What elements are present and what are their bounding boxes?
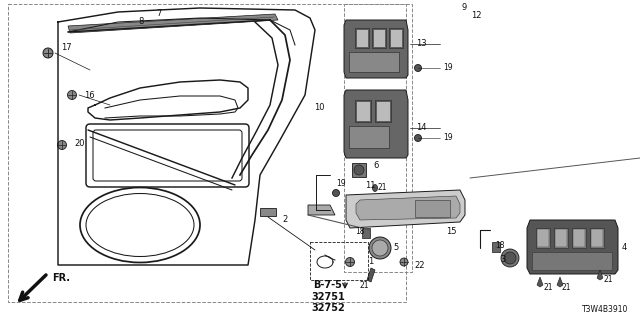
- Bar: [260, 208, 276, 216]
- Text: 19: 19: [336, 179, 346, 188]
- Ellipse shape: [333, 189, 339, 196]
- Polygon shape: [344, 20, 408, 78]
- Polygon shape: [557, 277, 563, 287]
- Bar: [536, 228, 550, 248]
- Bar: [591, 229, 603, 247]
- Text: 4: 4: [622, 244, 627, 252]
- Ellipse shape: [372, 240, 388, 256]
- Bar: [362, 228, 370, 238]
- Text: 17: 17: [61, 43, 72, 52]
- Text: B-7-5: B-7-5: [314, 280, 342, 290]
- Text: 5: 5: [393, 243, 398, 252]
- Bar: [349, 52, 399, 72]
- Text: 21: 21: [360, 281, 369, 290]
- Ellipse shape: [501, 249, 519, 267]
- Bar: [590, 228, 604, 248]
- Bar: [372, 28, 386, 48]
- Text: 20: 20: [74, 139, 84, 148]
- Text: 21: 21: [562, 284, 572, 292]
- Polygon shape: [344, 90, 408, 158]
- Text: 2: 2: [282, 215, 287, 225]
- Text: 7: 7: [156, 10, 162, 19]
- Ellipse shape: [415, 65, 422, 71]
- Bar: [373, 29, 385, 47]
- Text: 3: 3: [500, 255, 506, 265]
- Bar: [375, 100, 391, 122]
- Text: 10: 10: [314, 103, 324, 113]
- Bar: [554, 228, 568, 248]
- Ellipse shape: [372, 185, 378, 191]
- Bar: [355, 100, 371, 122]
- Polygon shape: [597, 270, 603, 280]
- Text: 14: 14: [416, 124, 426, 132]
- Ellipse shape: [67, 91, 77, 100]
- Bar: [415, 200, 450, 217]
- Ellipse shape: [354, 165, 364, 175]
- Text: 18: 18: [355, 228, 365, 236]
- Text: 32751: 32751: [311, 292, 345, 302]
- Bar: [573, 229, 585, 247]
- Text: 19: 19: [443, 133, 452, 142]
- Polygon shape: [68, 14, 278, 33]
- Bar: [349, 126, 389, 148]
- Bar: [532, 252, 612, 270]
- Bar: [356, 29, 368, 47]
- Ellipse shape: [400, 258, 408, 266]
- Polygon shape: [308, 205, 335, 215]
- Bar: [352, 163, 366, 177]
- Bar: [344, 4, 412, 272]
- Bar: [572, 228, 586, 248]
- Bar: [555, 229, 567, 247]
- Bar: [356, 101, 370, 121]
- Text: 21: 21: [603, 276, 612, 284]
- Polygon shape: [537, 277, 543, 287]
- Bar: [492, 242, 500, 252]
- Ellipse shape: [43, 48, 53, 58]
- Text: 13: 13: [416, 39, 427, 49]
- Text: 16: 16: [84, 91, 95, 100]
- Text: 21: 21: [543, 284, 552, 292]
- Polygon shape: [346, 190, 465, 228]
- Ellipse shape: [58, 140, 67, 149]
- Bar: [310, 242, 368, 280]
- Polygon shape: [527, 220, 618, 274]
- Text: 21: 21: [378, 183, 387, 193]
- Ellipse shape: [346, 258, 355, 267]
- Ellipse shape: [369, 237, 391, 259]
- Text: 32752: 32752: [311, 303, 345, 313]
- Text: 8: 8: [138, 18, 144, 27]
- Text: T3W4B3910: T3W4B3910: [582, 305, 628, 314]
- Ellipse shape: [415, 134, 422, 141]
- Bar: [537, 229, 549, 247]
- Bar: [376, 101, 390, 121]
- Text: 19: 19: [443, 63, 452, 73]
- Bar: [355, 28, 369, 48]
- Ellipse shape: [504, 252, 516, 264]
- Text: 6: 6: [373, 161, 378, 170]
- Text: 11: 11: [365, 181, 376, 190]
- Text: 18: 18: [495, 241, 504, 250]
- Text: 15: 15: [446, 228, 456, 236]
- Text: 9: 9: [462, 4, 467, 12]
- Polygon shape: [356, 196, 460, 220]
- Text: 22: 22: [414, 261, 424, 270]
- Bar: [8, 4, 406, 302]
- Bar: [390, 29, 402, 47]
- Text: 1: 1: [368, 258, 373, 267]
- Polygon shape: [367, 268, 375, 282]
- Text: 12: 12: [471, 12, 481, 20]
- Bar: [389, 28, 403, 48]
- Text: FR.: FR.: [52, 273, 70, 283]
